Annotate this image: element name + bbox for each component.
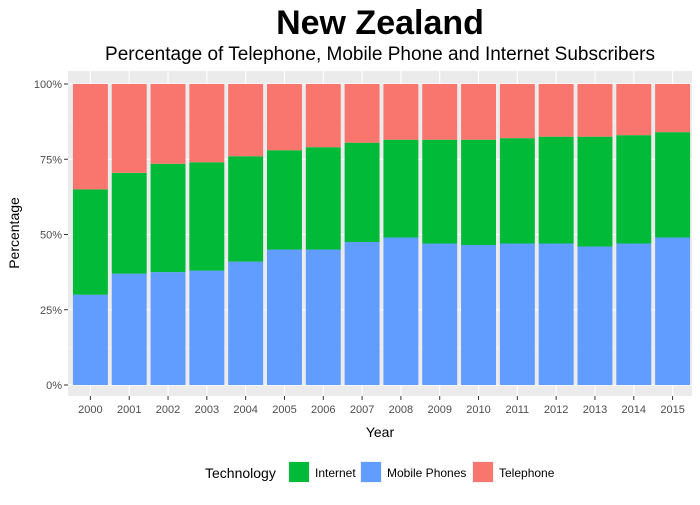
bar-mobile-phones-2008	[383, 237, 419, 385]
bar-mobile-phones-2002	[150, 272, 186, 385]
x-tick-label: 2002	[156, 404, 180, 416]
bar-internet-2001	[111, 172, 147, 274]
bar-internet-2000	[72, 189, 108, 295]
bar-mobile-phones-2012	[538, 243, 574, 385]
legend-swatch-telephone	[473, 462, 493, 482]
x-tick-label: 2005	[272, 404, 296, 416]
chart-subtitle: Percentage of Telephone, Mobile Phone an…	[105, 44, 655, 65]
bar-telephone-2007	[344, 84, 380, 143]
bar-telephone-2011	[499, 84, 535, 139]
x-tick-label: 2013	[583, 404, 607, 416]
bar-telephone-2006	[305, 84, 341, 148]
bar-internet-2014	[616, 135, 652, 244]
legend-title: Technology	[205, 465, 276, 481]
x-tick-label: 2011	[506, 404, 530, 416]
bar-mobile-phones-2009	[422, 243, 458, 385]
legend-swatch-internet	[289, 462, 309, 482]
bar-internet-2012	[538, 136, 574, 244]
y-tick-label: 0%	[46, 380, 62, 392]
bar-internet-2007	[344, 142, 380, 243]
bar-telephone-2009	[422, 84, 458, 140]
bar-internet-2004	[228, 156, 264, 262]
legend-label-mobile-phones: Mobile Phones	[387, 466, 466, 480]
bar-internet-2010	[461, 139, 496, 246]
bar-telephone-2013	[577, 84, 613, 137]
legend-label-internet: Internet	[315, 466, 356, 480]
bar-mobile-phones-2004	[228, 261, 264, 385]
bar-internet-2002	[150, 163, 186, 273]
bar-internet-2009	[422, 139, 458, 244]
x-tick-label: 2006	[311, 404, 335, 416]
bar-telephone-2002	[150, 84, 186, 164]
bar-internet-2006	[305, 147, 341, 250]
y-axis: 0% 25% 50% 75% 100%	[34, 79, 68, 392]
bar-telephone-2000	[72, 84, 108, 190]
bar-telephone-2012	[538, 84, 574, 137]
bars-layer	[72, 84, 691, 385]
x-tick-label: 2009	[427, 404, 451, 416]
bar-mobile-phones-2013	[577, 246, 613, 385]
bar-mobile-phones-2014	[616, 243, 652, 385]
bar-mobile-phones-2005	[267, 249, 302, 385]
x-tick-label: 2014	[622, 404, 646, 416]
x-tick-label: 2000	[78, 404, 102, 416]
legend-label-telephone: Telephone	[499, 466, 555, 480]
bar-internet-2011	[499, 138, 535, 244]
bar-mobile-phones-2010	[461, 245, 496, 385]
x-tick-label: 2008	[389, 404, 413, 416]
bar-telephone-2003	[189, 84, 225, 163]
bar-mobile-phones-2006	[305, 249, 341, 385]
bar-internet-2003	[189, 162, 225, 271]
bar-internet-2013	[577, 136, 613, 247]
y-tick-label: 50%	[40, 230, 62, 242]
x-tick-label: 2004	[233, 404, 257, 416]
bar-internet-2008	[383, 139, 419, 238]
bar-mobile-phones-2000	[72, 294, 108, 385]
bar-internet-2005	[267, 150, 302, 250]
x-tick-label: 2001	[117, 404, 141, 416]
bar-telephone-2005	[267, 84, 302, 151]
y-tick-label: 25%	[40, 305, 62, 317]
x-axis: 2000 2001 2002 2003 2004 2005 2006 2007 2008 2009…	[78, 396, 685, 416]
bar-mobile-phones-2015	[655, 237, 691, 385]
bar-telephone-2004	[228, 84, 264, 157]
x-tick-label: 2015	[660, 404, 684, 416]
bar-telephone-2001	[111, 84, 147, 173]
bar-telephone-2008	[383, 84, 419, 140]
chart-title: New Zealand	[276, 4, 484, 42]
bar-telephone-2014	[616, 84, 652, 136]
y-tick-label: 75%	[40, 154, 62, 166]
bar-mobile-phones-2001	[111, 273, 147, 385]
legend-swatch-mobile-phones	[361, 462, 381, 482]
bar-mobile-phones-2003	[189, 270, 225, 385]
x-tick-label: 2010	[466, 404, 490, 416]
y-axis-title: Percentage	[6, 197, 22, 269]
y-tick-label: 100%	[34, 79, 62, 91]
bar-internet-2015	[655, 132, 691, 238]
x-axis-title: Year	[366, 424, 395, 440]
bar-telephone-2010	[461, 84, 496, 140]
legend: Technology Internet Mobile Phones Telephon…	[205, 461, 555, 483]
x-tick-label: 2007	[350, 404, 374, 416]
x-tick-label: 2003	[195, 404, 219, 416]
x-tick-label: 2012	[544, 404, 568, 416]
bar-mobile-phones-2011	[499, 243, 535, 385]
bar-mobile-phones-2007	[344, 242, 380, 385]
bar-telephone-2015	[655, 84, 691, 133]
